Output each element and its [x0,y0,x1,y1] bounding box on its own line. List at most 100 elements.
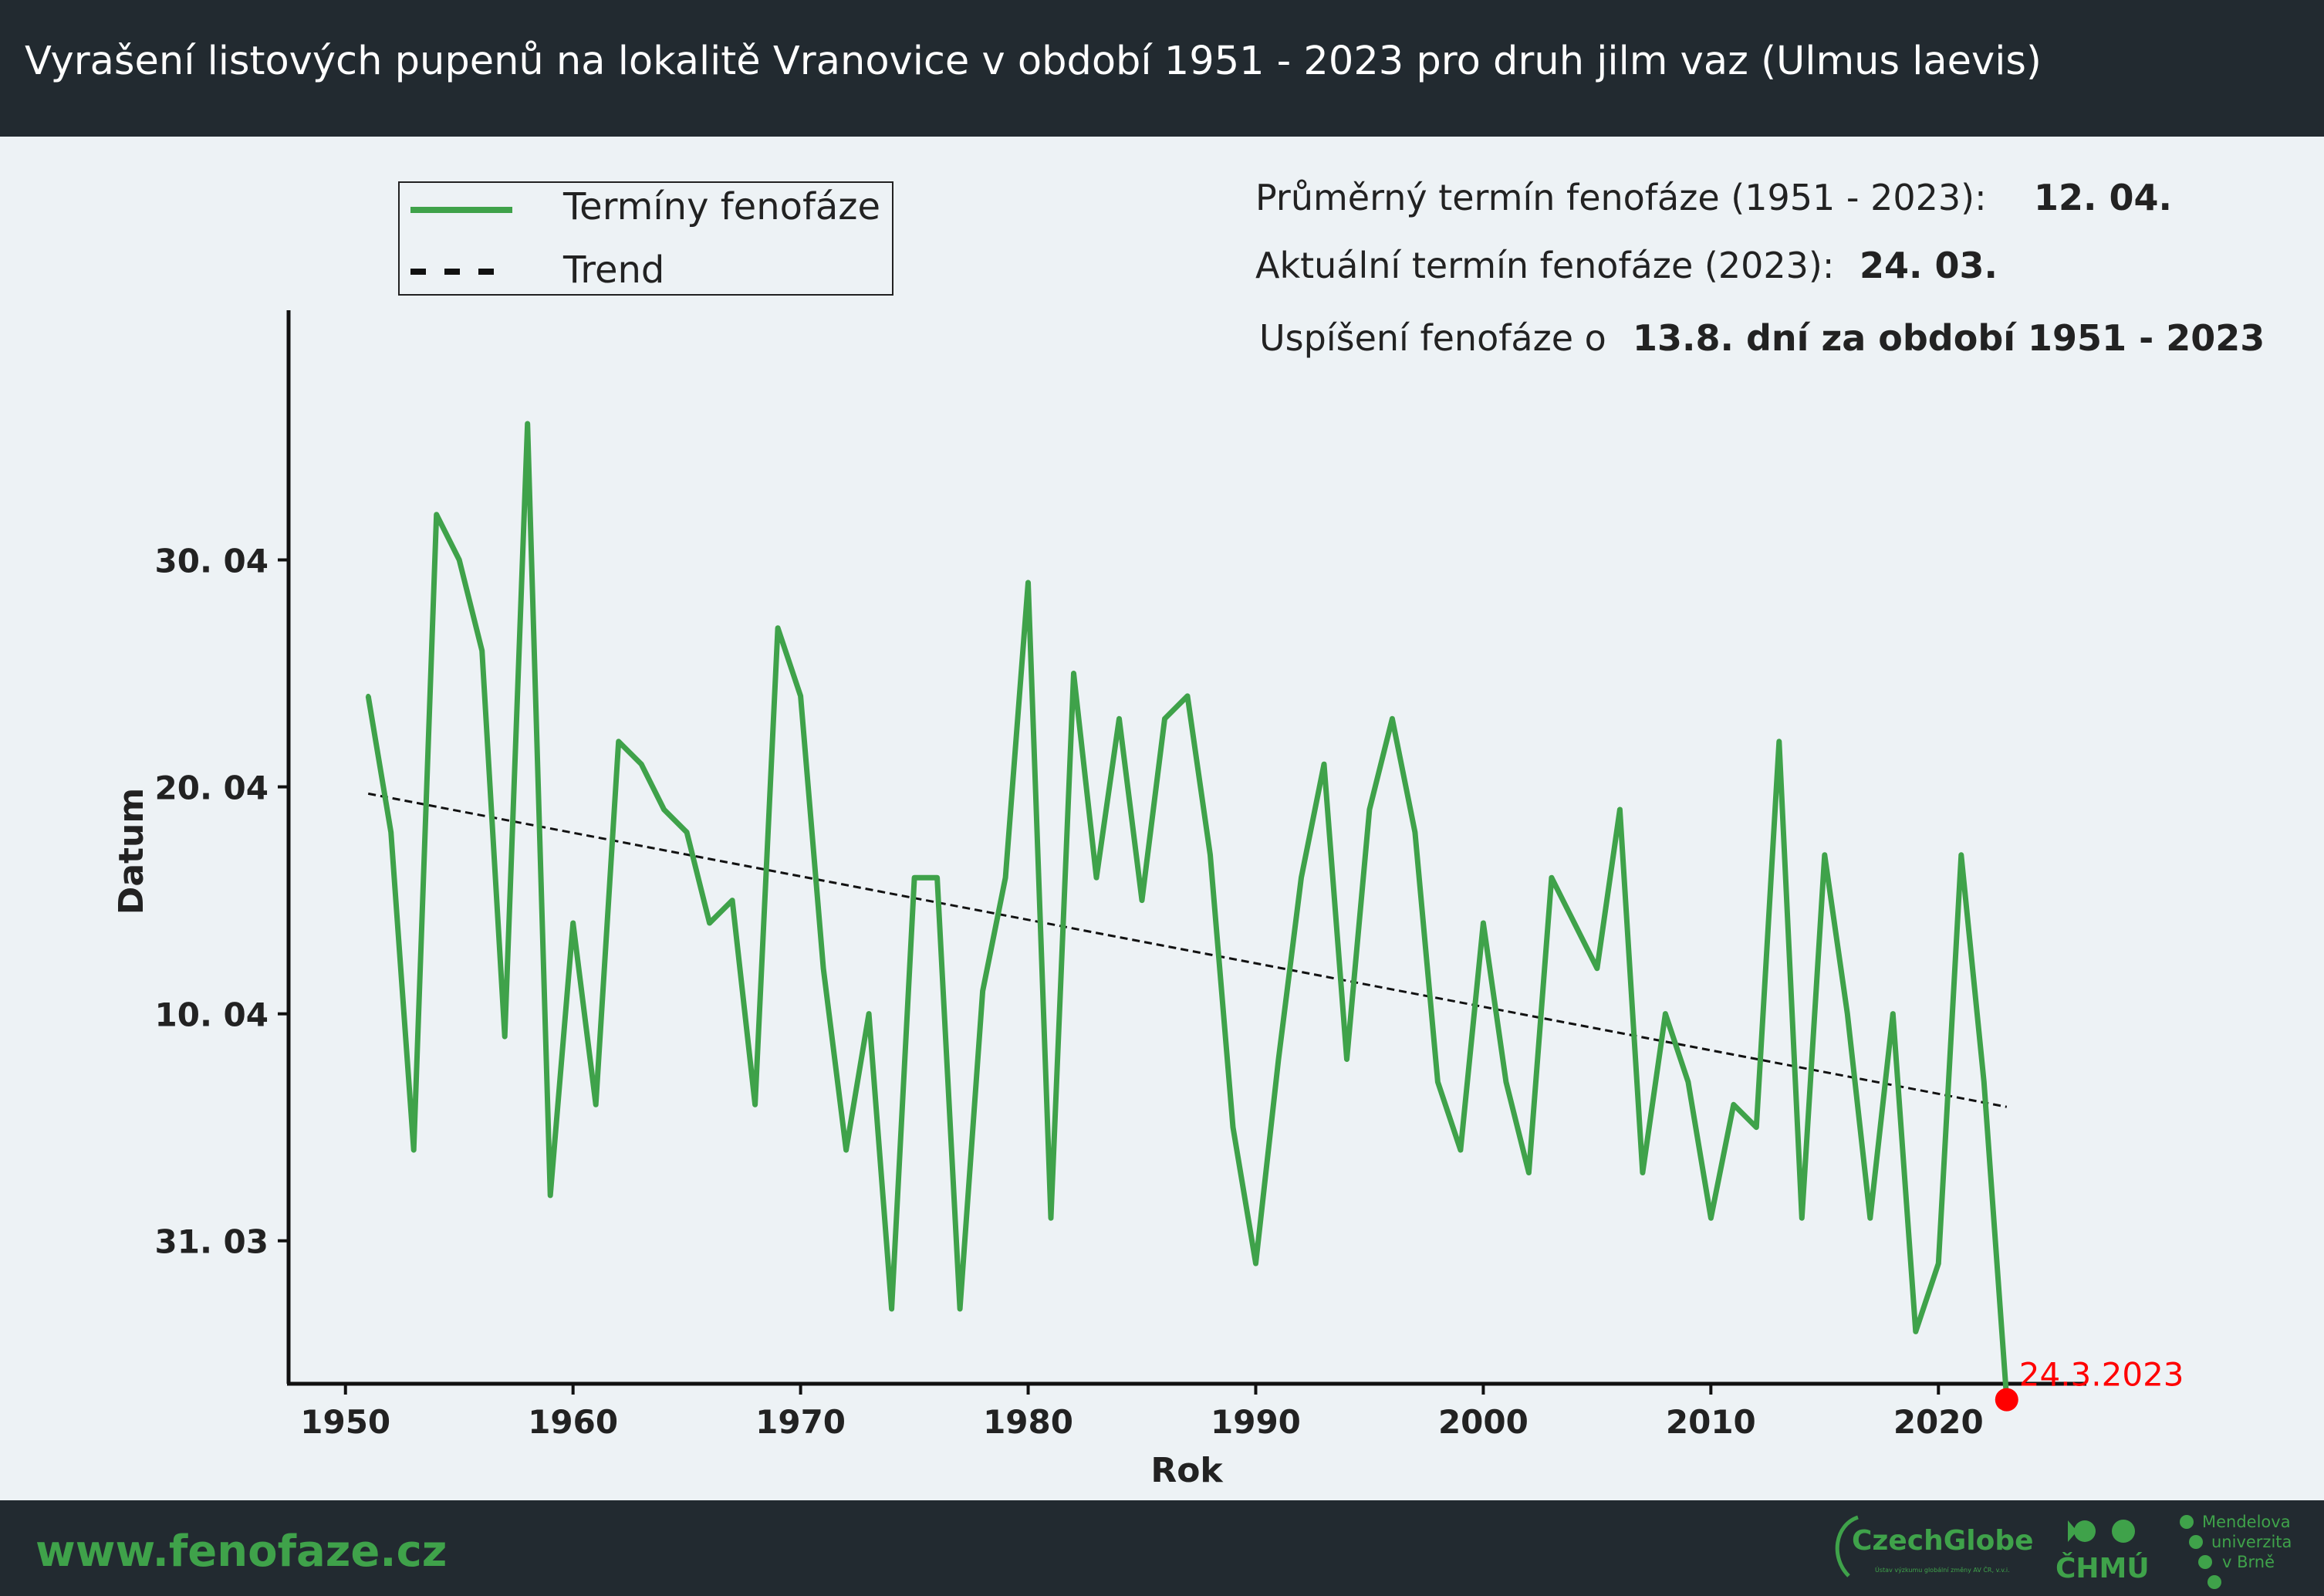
data-point-1982 [1071,671,1076,676]
data-point-1997 [1412,830,1417,835]
data-point-1967 [730,898,735,903]
data-point-1971 [821,965,826,971]
data-point-1994 [1344,1057,1349,1062]
chart-marks: 24.3.2023 [365,421,2184,1412]
data-point-2002 [1526,1170,1532,1175]
mendelu-dots-icon [2180,1515,2221,1589]
data-point-1981 [1049,1216,1054,1221]
x-tick-label-1960: 1960 [528,1403,618,1441]
data-point-2017 [1867,1216,1873,1221]
x-tick-label-1990: 1990 [1211,1403,1301,1441]
info-current-value: 24. 03. [1860,245,1998,286]
data-point-2015 [1822,852,1827,857]
data-point-1961 [593,1102,599,1107]
y-tick-label-120: 30. 04 [155,542,269,580]
data-point-1972 [843,1148,849,1153]
legend-series-label: Termíny fenofáze [562,185,880,228]
data-point-1987 [1185,693,1190,698]
data-point-1953 [411,1148,417,1153]
data-point-1998 [1435,1079,1441,1084]
info-average-value: 12. 04. [2034,177,2172,218]
data-point-2003 [1549,875,1554,881]
data-point-2000 [1481,921,1486,926]
data-point-2008 [1663,1011,1668,1016]
data-point-1954 [434,512,439,517]
phenology-chart: Termíny fenofáze Trend Průměrný termín f… [112,177,2265,1490]
data-point-2012 [1754,1124,1759,1130]
data-point-1996 [1390,716,1395,722]
data-point-1989 [1230,1124,1235,1130]
data-point-1978 [980,989,985,994]
data-point-2021 [1958,852,1964,857]
x-tick-label-2000: 2000 [1438,1403,1529,1441]
info-shift-value: 13.8. dní za období 1951 - 2023 [1633,317,2265,359]
data-point-1962 [616,739,621,744]
y-tick-label-90: 31. 03 [155,1223,269,1261]
data-point-1995 [1366,806,1372,812]
data-point-1964 [661,806,667,812]
info-shift-label: Uspíšení fenofáze o [1259,317,1606,359]
data-point-1993 [1321,762,1326,767]
data-point-1970 [798,693,803,698]
data-point-2010 [1708,1216,1714,1221]
y-tick-label-110: 20. 04 [155,769,269,807]
x-tick-label-2010: 2010 [1666,1403,1756,1441]
data-point-1956 [479,648,485,654]
footer-bar: www.fenofaze.cz CzechGlobe Ústav výzkumu… [0,1500,2324,1596]
info-current: Aktuální termín fenofáze (2023): 24. 03. [1255,245,1998,286]
x-tick-label-1980: 1980 [983,1403,1073,1441]
data-point-1990 [1253,1261,1258,1266]
chmu-logo[interactable]: ČHMÚ [2052,1513,2153,1590]
legend-trend-label: Trend [562,249,664,292]
info-average: Průměrný termín fenofáze (1951 - 2023): … [1255,177,2172,218]
data-point-2004 [1572,921,1577,926]
trend-line [367,792,2008,1108]
data-point-2007 [1640,1170,1645,1175]
data-point-1973 [866,1011,872,1016]
data-point-1952 [388,830,394,835]
x-axis-label: Rok [1150,1451,1224,1490]
data-point-1979 [1003,875,1008,881]
data-point-1959 [548,1192,553,1198]
legend-box [398,181,893,296]
data-point-1955 [457,557,462,563]
x-tick-label-1950: 1950 [300,1403,390,1441]
footer-url-link[interactable]: www.fenofaze.cz [35,1527,448,1577]
data-point-1983 [1094,875,1100,881]
data-point-2009 [1685,1079,1691,1084]
data-point-1963 [639,762,644,767]
chmu-logo-text: ČHMÚ [2055,1553,2150,1584]
axis-ticks: 1950 1960 1970 1980 1990 2000 2010 2020 31. 03 10… [155,542,1984,1441]
info-average-label: Průměrný termín fenofáze (1951 - 2023): [1255,177,1987,218]
series-line-termy-fenofaze [365,421,2010,1400]
czechglobe-logo[interactable]: CzechGlobe Ústav výzkumu globální změny … [1827,1511,2034,1588]
data-point-1966 [707,921,712,926]
data-point-1999 [1458,1148,1463,1153]
data-point-1986 [1162,716,1167,722]
header-bar: Vyrašení listových pupenů na lokalitě Vr… [0,0,2324,137]
data-point-1965 [684,830,690,835]
mendelu-logo-line1: Mendelova [2202,1513,2291,1531]
czechglobe-logo-subtext: Ústav výzkumu globální změny AV ČR, v.v.… [1875,1567,2010,1574]
data-point-2022 [1981,1079,1987,1084]
data-point-2019 [1913,1329,1918,1334]
y-axis-label: Datum [112,788,151,915]
mendelu-logo[interactable]: Mendelova univerzita v Brně [2176,1511,2315,1594]
mendelu-logo-line2: univerzita [2211,1533,2292,1551]
data-point-2014 [1799,1216,1805,1221]
data-point-1988 [1208,852,1213,857]
data-point-1984 [1116,716,1122,722]
data-point-2020 [1936,1261,1941,1266]
data-point-1968 [752,1102,758,1107]
latest-point-marker [1995,1388,2018,1412]
data-point-1976 [934,875,940,881]
czechglobe-logo-text: CzechGlobe [1852,1525,2034,1557]
y-tick-label-100: 10. 04 [155,996,269,1034]
data-point-1991 [1275,1057,1281,1062]
data-point-2018 [1890,1011,1896,1016]
latest-point-label: 24.3.2023 [2019,1356,2184,1394]
czechglobe-swirl-icon [1835,1515,1859,1577]
data-point-1992 [1299,875,1304,881]
data-point-2001 [1503,1079,1508,1084]
data-point-1951 [366,693,371,698]
